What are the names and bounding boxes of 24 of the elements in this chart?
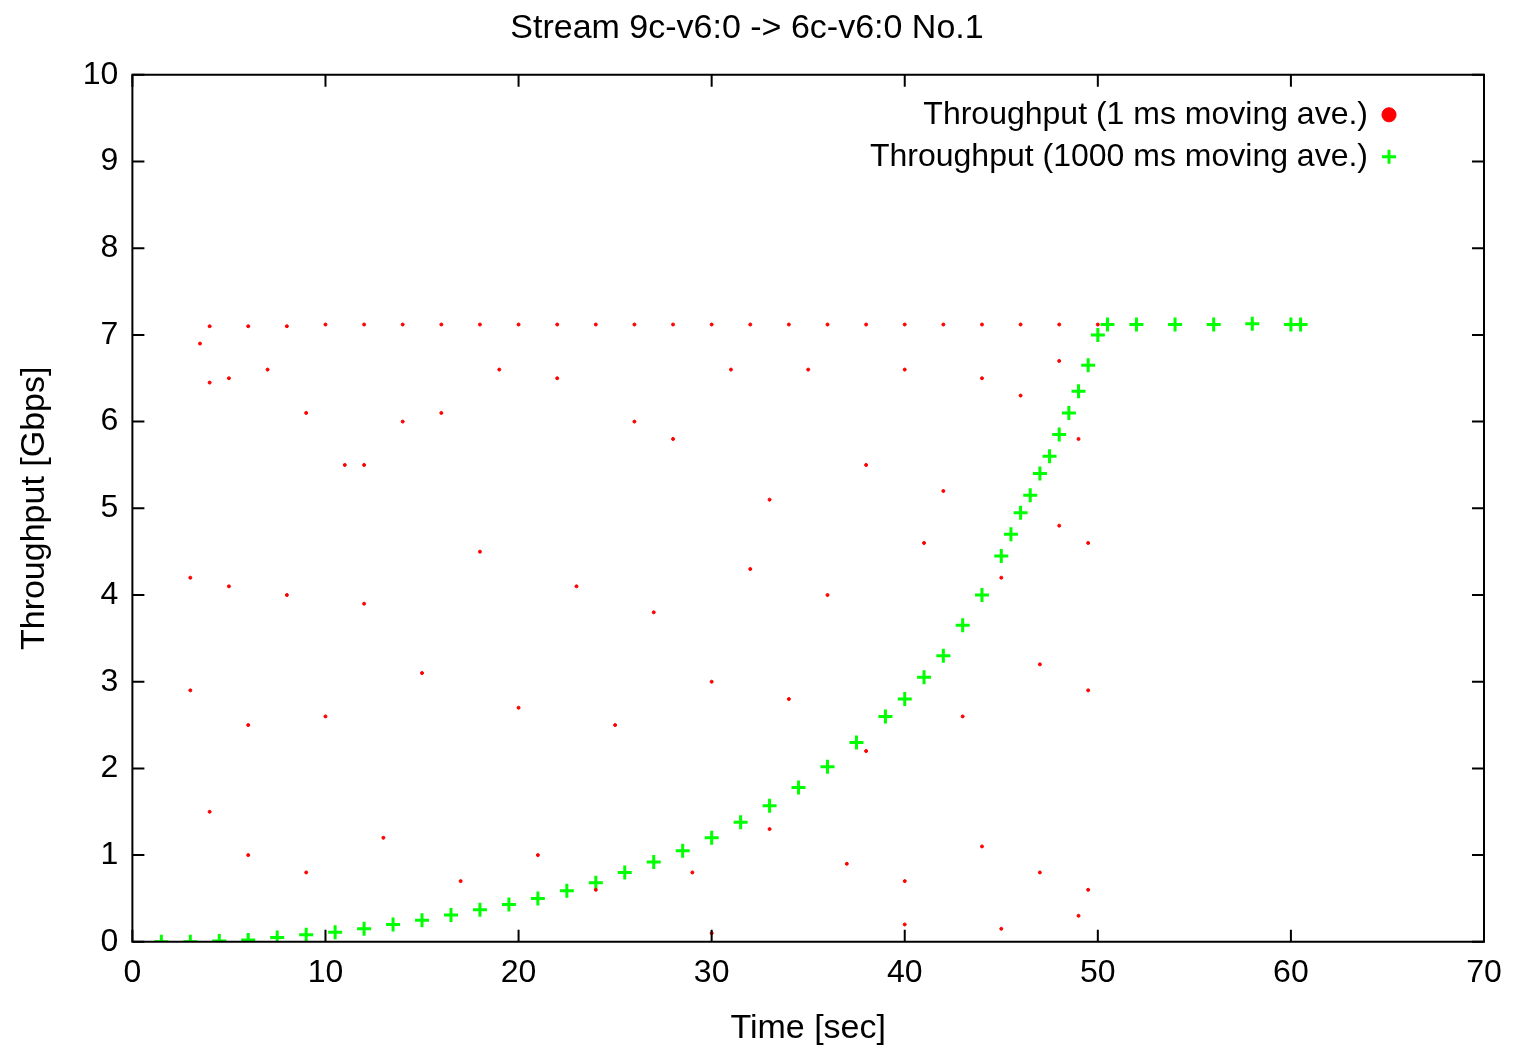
y-tick-label: 10: [82, 54, 119, 91]
legend-label: Throughput (1000 ms moving ave.): [869, 136, 1368, 173]
y-tick-label: 0: [100, 921, 119, 958]
y-tick-label: 8: [100, 228, 119, 265]
y-tick-label: 7: [100, 314, 119, 351]
y-tick-label: 1: [100, 834, 119, 871]
legend-label: Throughput (1 ms moving ave.): [923, 94, 1368, 131]
y-tick-label: 5: [100, 488, 119, 525]
x-tick-label: 30: [693, 952, 730, 989]
y-tick-label: 2: [100, 748, 119, 785]
chart-title: Stream 9c-v6:0 -> 6c-v6:0 No.1: [510, 6, 984, 45]
x-tick-label: 50: [1080, 952, 1116, 989]
y-tick-label: 4: [100, 574, 119, 611]
x-tick-label: 0: [123, 952, 142, 989]
x-tick-label: 10: [307, 952, 344, 989]
x-tick-label: 70: [1466, 952, 1502, 989]
y-tick-label: 6: [100, 401, 119, 438]
x-axis-title: Time [sec]: [730, 1006, 886, 1045]
x-tick-label: 60: [1273, 952, 1309, 989]
y-tick-label: 3: [100, 661, 119, 698]
x-tick-label: 40: [886, 952, 923, 989]
y-axis-title: Throughput [Gbps]: [12, 366, 51, 651]
x-tick-label: 20: [500, 952, 537, 989]
y-tick-label: 9: [100, 141, 119, 178]
